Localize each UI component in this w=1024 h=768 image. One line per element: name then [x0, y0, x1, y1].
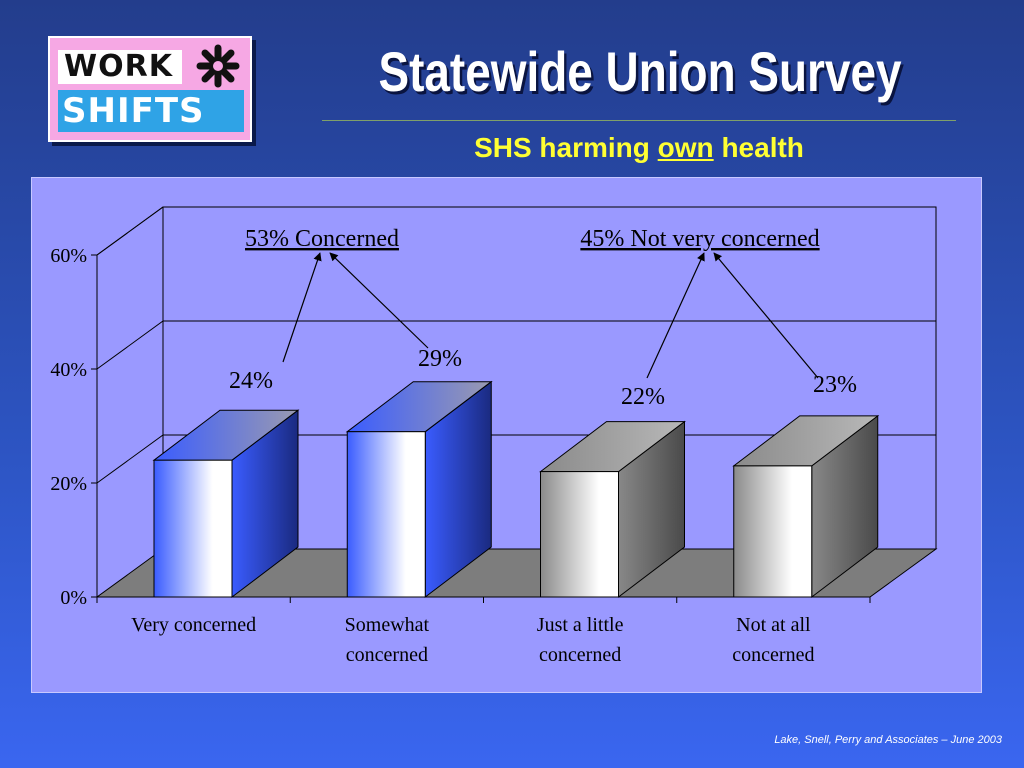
y-tick-label: 20%: [50, 473, 87, 495]
subtitle-prefix: SHS harming: [474, 132, 658, 163]
annotation-label: 45% Not very concerned: [580, 226, 819, 252]
gridline: [96, 320, 936, 370]
x-tick-label: concerned: [346, 644, 428, 666]
x-tick-label: Somewhat: [345, 614, 430, 636]
side-wall-edge: [96, 206, 164, 256]
page-subtitle: SHS harming own health: [322, 130, 956, 166]
x-tick-label: concerned: [732, 644, 814, 666]
annotation-arrow: [282, 252, 322, 363]
page-title: Statewide Union Survey: [378, 40, 902, 103]
subtitle-suffix: health: [713, 132, 804, 163]
logo-shifts-text: SHIFTS: [58, 90, 244, 132]
source-credit: Lake, Snell, Perry and Associates – June…: [774, 734, 1002, 746]
bar: [153, 459, 233, 598]
x-tick-label: concerned: [539, 644, 621, 666]
asterisk-icon: [196, 44, 240, 88]
y-tick-label: 60%: [50, 245, 87, 267]
y-tick-label: 0%: [60, 587, 87, 609]
data-label: 29%: [418, 346, 462, 372]
x-tick-label: Just a little: [537, 614, 624, 636]
annotation-arrow: [329, 252, 429, 349]
annotation-arrow: [713, 252, 819, 379]
subtitle-emphasis: own: [657, 132, 714, 163]
bar: [346, 431, 426, 598]
x-tick-label: Not at all: [736, 614, 811, 636]
logo-work-text: WORK: [58, 50, 182, 84]
workshifts-logo: WORK SHIFTS: [48, 36, 252, 142]
bar: [733, 465, 813, 598]
annotation-label: 53% Concerned: [245, 226, 399, 252]
data-label: 23%: [813, 372, 857, 398]
data-label: 24%: [229, 368, 273, 394]
x-tick-label: Very concerned: [131, 614, 256, 636]
bar: [540, 471, 619, 598]
y-tick-label: 40%: [50, 359, 87, 381]
title-divider: [322, 120, 956, 121]
data-label: 22%: [621, 384, 665, 410]
annotation-arrow: [646, 252, 705, 379]
